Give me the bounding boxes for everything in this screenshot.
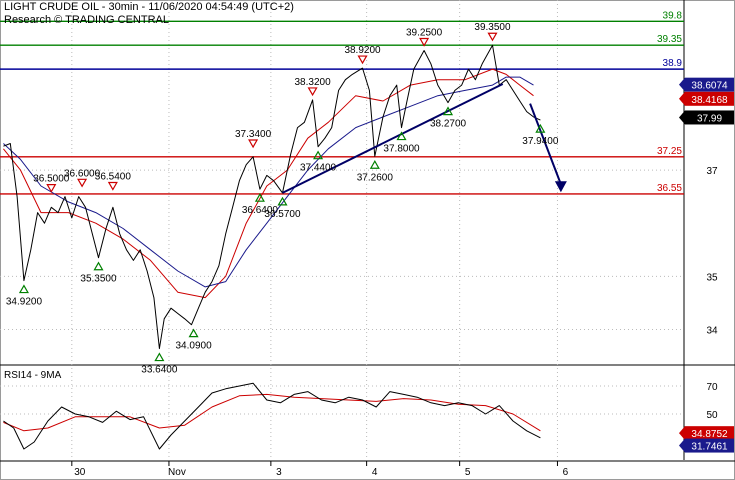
low-marker bbox=[277, 196, 288, 206]
price-badge-box bbox=[685, 91, 734, 106]
x-tick-label: 4 bbox=[372, 467, 378, 478]
price-badge: 38.6074 bbox=[679, 77, 734, 92]
rsi-panel-label: RSI14 - 9MA bbox=[4, 370, 62, 381]
y-tick-label: 34 bbox=[706, 325, 718, 336]
ma_fast-line bbox=[3, 68, 534, 299]
x-tick-label: 6 bbox=[563, 467, 569, 478]
low-label: 37.9400 bbox=[522, 136, 559, 147]
x-tick-label: 30 bbox=[74, 467, 86, 478]
rsi-line bbox=[3, 382, 541, 450]
x-tick-label: 3 bbox=[276, 467, 282, 478]
low-label: 34.0900 bbox=[175, 341, 212, 352]
low-label: 34.9200 bbox=[6, 297, 43, 308]
rsi-badge-label: 34.8752 bbox=[691, 429, 728, 440]
x-tick-label: 5 bbox=[465, 467, 471, 478]
high-marker bbox=[46, 184, 57, 193]
rsi-badge-pointer bbox=[679, 438, 685, 453]
price-line bbox=[3, 44, 541, 350]
x-tick-label: Nov bbox=[168, 467, 186, 478]
high-marker bbox=[357, 55, 368, 65]
low-label: 35.3500 bbox=[80, 274, 117, 285]
level-label: 37.25 bbox=[657, 146, 682, 157]
rsi-badge: 34.8752 bbox=[679, 426, 734, 441]
y-tick-label: 37 bbox=[706, 166, 718, 177]
rsi-tick-label: 70 bbox=[706, 382, 718, 393]
price-badge-box bbox=[685, 77, 734, 92]
price-badge-box bbox=[685, 110, 734, 125]
price-badge-label: 38.4168 bbox=[691, 95, 728, 106]
high-label: 36.6000 bbox=[64, 168, 101, 179]
ma_slow-line bbox=[3, 76, 534, 288]
rsi-badge-pointer bbox=[679, 426, 685, 441]
projection-arrow-shaft bbox=[529, 103, 562, 185]
price-badge: 38.4168 bbox=[679, 91, 734, 106]
high-label: 39.3500 bbox=[474, 22, 511, 33]
low-label: 36.5700 bbox=[264, 209, 301, 220]
high-label: 36.5000 bbox=[33, 174, 70, 185]
high-label: 37.3400 bbox=[235, 129, 272, 140]
high-marker bbox=[77, 178, 88, 188]
low-marker bbox=[313, 150, 324, 160]
price-badge-label: 37.99 bbox=[697, 113, 722, 124]
low-label: 38.2700 bbox=[430, 119, 467, 130]
price-badge-label: 38.6074 bbox=[691, 81, 728, 92]
high-label: 39.2500 bbox=[406, 28, 443, 39]
price-badge-pointer bbox=[679, 110, 685, 125]
low-label: 37.8000 bbox=[383, 144, 420, 155]
rsi_ma-line bbox=[3, 393, 541, 432]
high-marker bbox=[419, 37, 430, 47]
rsi-tick-label: 50 bbox=[706, 410, 718, 421]
high-marker bbox=[307, 87, 318, 97]
price-badge-pointer bbox=[679, 91, 685, 106]
y-tick-label: 35 bbox=[706, 272, 718, 283]
low-label: 36.6400 bbox=[242, 205, 279, 216]
rsi-badge-label: 31.7461 bbox=[691, 442, 728, 453]
low-marker bbox=[254, 192, 265, 202]
high-marker bbox=[107, 181, 118, 191]
low-marker bbox=[369, 160, 380, 169]
low-marker bbox=[442, 106, 454, 116]
low-label: 33.6400 bbox=[141, 365, 178, 376]
chart-source: Research © TRADING CENTRAL bbox=[4, 14, 169, 26]
low-marker bbox=[93, 261, 104, 271]
price-badge-pointer bbox=[679, 77, 685, 92]
high-label: 38.3200 bbox=[295, 77, 332, 88]
price-badge: 37.99 bbox=[679, 110, 734, 125]
high-label: 36.5400 bbox=[95, 172, 132, 183]
level-label: 36.55 bbox=[657, 183, 682, 194]
high-label: 38.9200 bbox=[344, 45, 381, 56]
level-label: 38.9 bbox=[663, 58, 683, 69]
trendline bbox=[282, 83, 504, 194]
rsi-badge-box bbox=[685, 438, 734, 453]
high-marker bbox=[248, 139, 259, 149]
rsi-badge-box bbox=[685, 426, 734, 441]
low-marker bbox=[154, 352, 165, 362]
low-label: 37.2600 bbox=[357, 172, 394, 183]
rsi-badge: 31.7461 bbox=[679, 438, 734, 453]
level-label: 39.8 bbox=[663, 10, 683, 21]
low-marker bbox=[18, 284, 29, 294]
chart-title: LIGHT CRUDE OIL - 30min - 11/06/2020 04:… bbox=[4, 1, 294, 13]
projection-arrow-head bbox=[554, 181, 567, 193]
low-marker bbox=[535, 123, 546, 133]
high-marker bbox=[487, 32, 498, 42]
low-marker bbox=[188, 328, 199, 338]
low-marker bbox=[396, 131, 407, 141]
low-label: 37.4400 bbox=[300, 163, 337, 174]
level-label: 39.35 bbox=[657, 34, 682, 45]
